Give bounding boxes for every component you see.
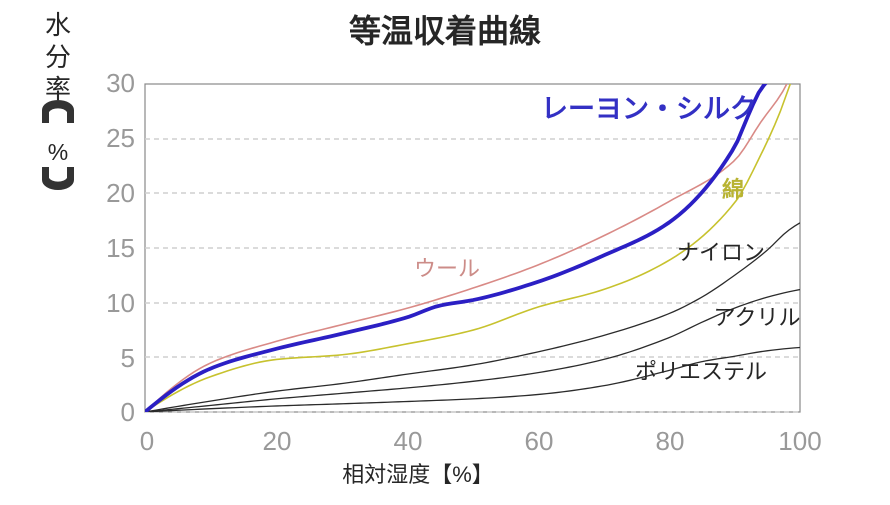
svg-text:率: 率	[45, 74, 71, 104]
svg-text:水: 水	[45, 10, 71, 40]
svg-text:10: 10	[106, 288, 135, 318]
svg-text:25: 25	[106, 123, 135, 153]
svg-text:綿: 綿	[722, 177, 744, 202]
svg-text:ナイロン: ナイロン	[677, 240, 765, 265]
svg-text:分: 分	[45, 42, 71, 72]
svg-text:アクリル: アクリル	[714, 305, 801, 330]
svg-text:相対湿度【%】: 相対湿度【%】	[342, 462, 494, 487]
svg-text:等温収着曲線: 等温収着曲線	[349, 13, 541, 49]
svg-text:80: 80	[656, 426, 685, 456]
svg-text:5: 5	[121, 343, 135, 373]
svg-text:40: 40	[394, 426, 423, 456]
svg-text:0: 0	[140, 426, 154, 456]
svg-text:100: 100	[778, 426, 821, 456]
svg-text:60: 60	[525, 426, 554, 456]
svg-text:15: 15	[106, 233, 135, 263]
svg-text:%: %	[48, 139, 68, 165]
svg-text:30: 30	[106, 68, 135, 98]
svg-text:レーヨン・シルク: レーヨン・シルク	[541, 94, 757, 124]
svg-text:ポリエステル: ポリエステル	[635, 359, 767, 384]
svg-text:0: 0	[121, 397, 135, 427]
svg-text:20: 20	[263, 426, 292, 456]
svg-text:ウール: ウール	[414, 256, 480, 281]
svg-text:20: 20	[106, 178, 135, 208]
